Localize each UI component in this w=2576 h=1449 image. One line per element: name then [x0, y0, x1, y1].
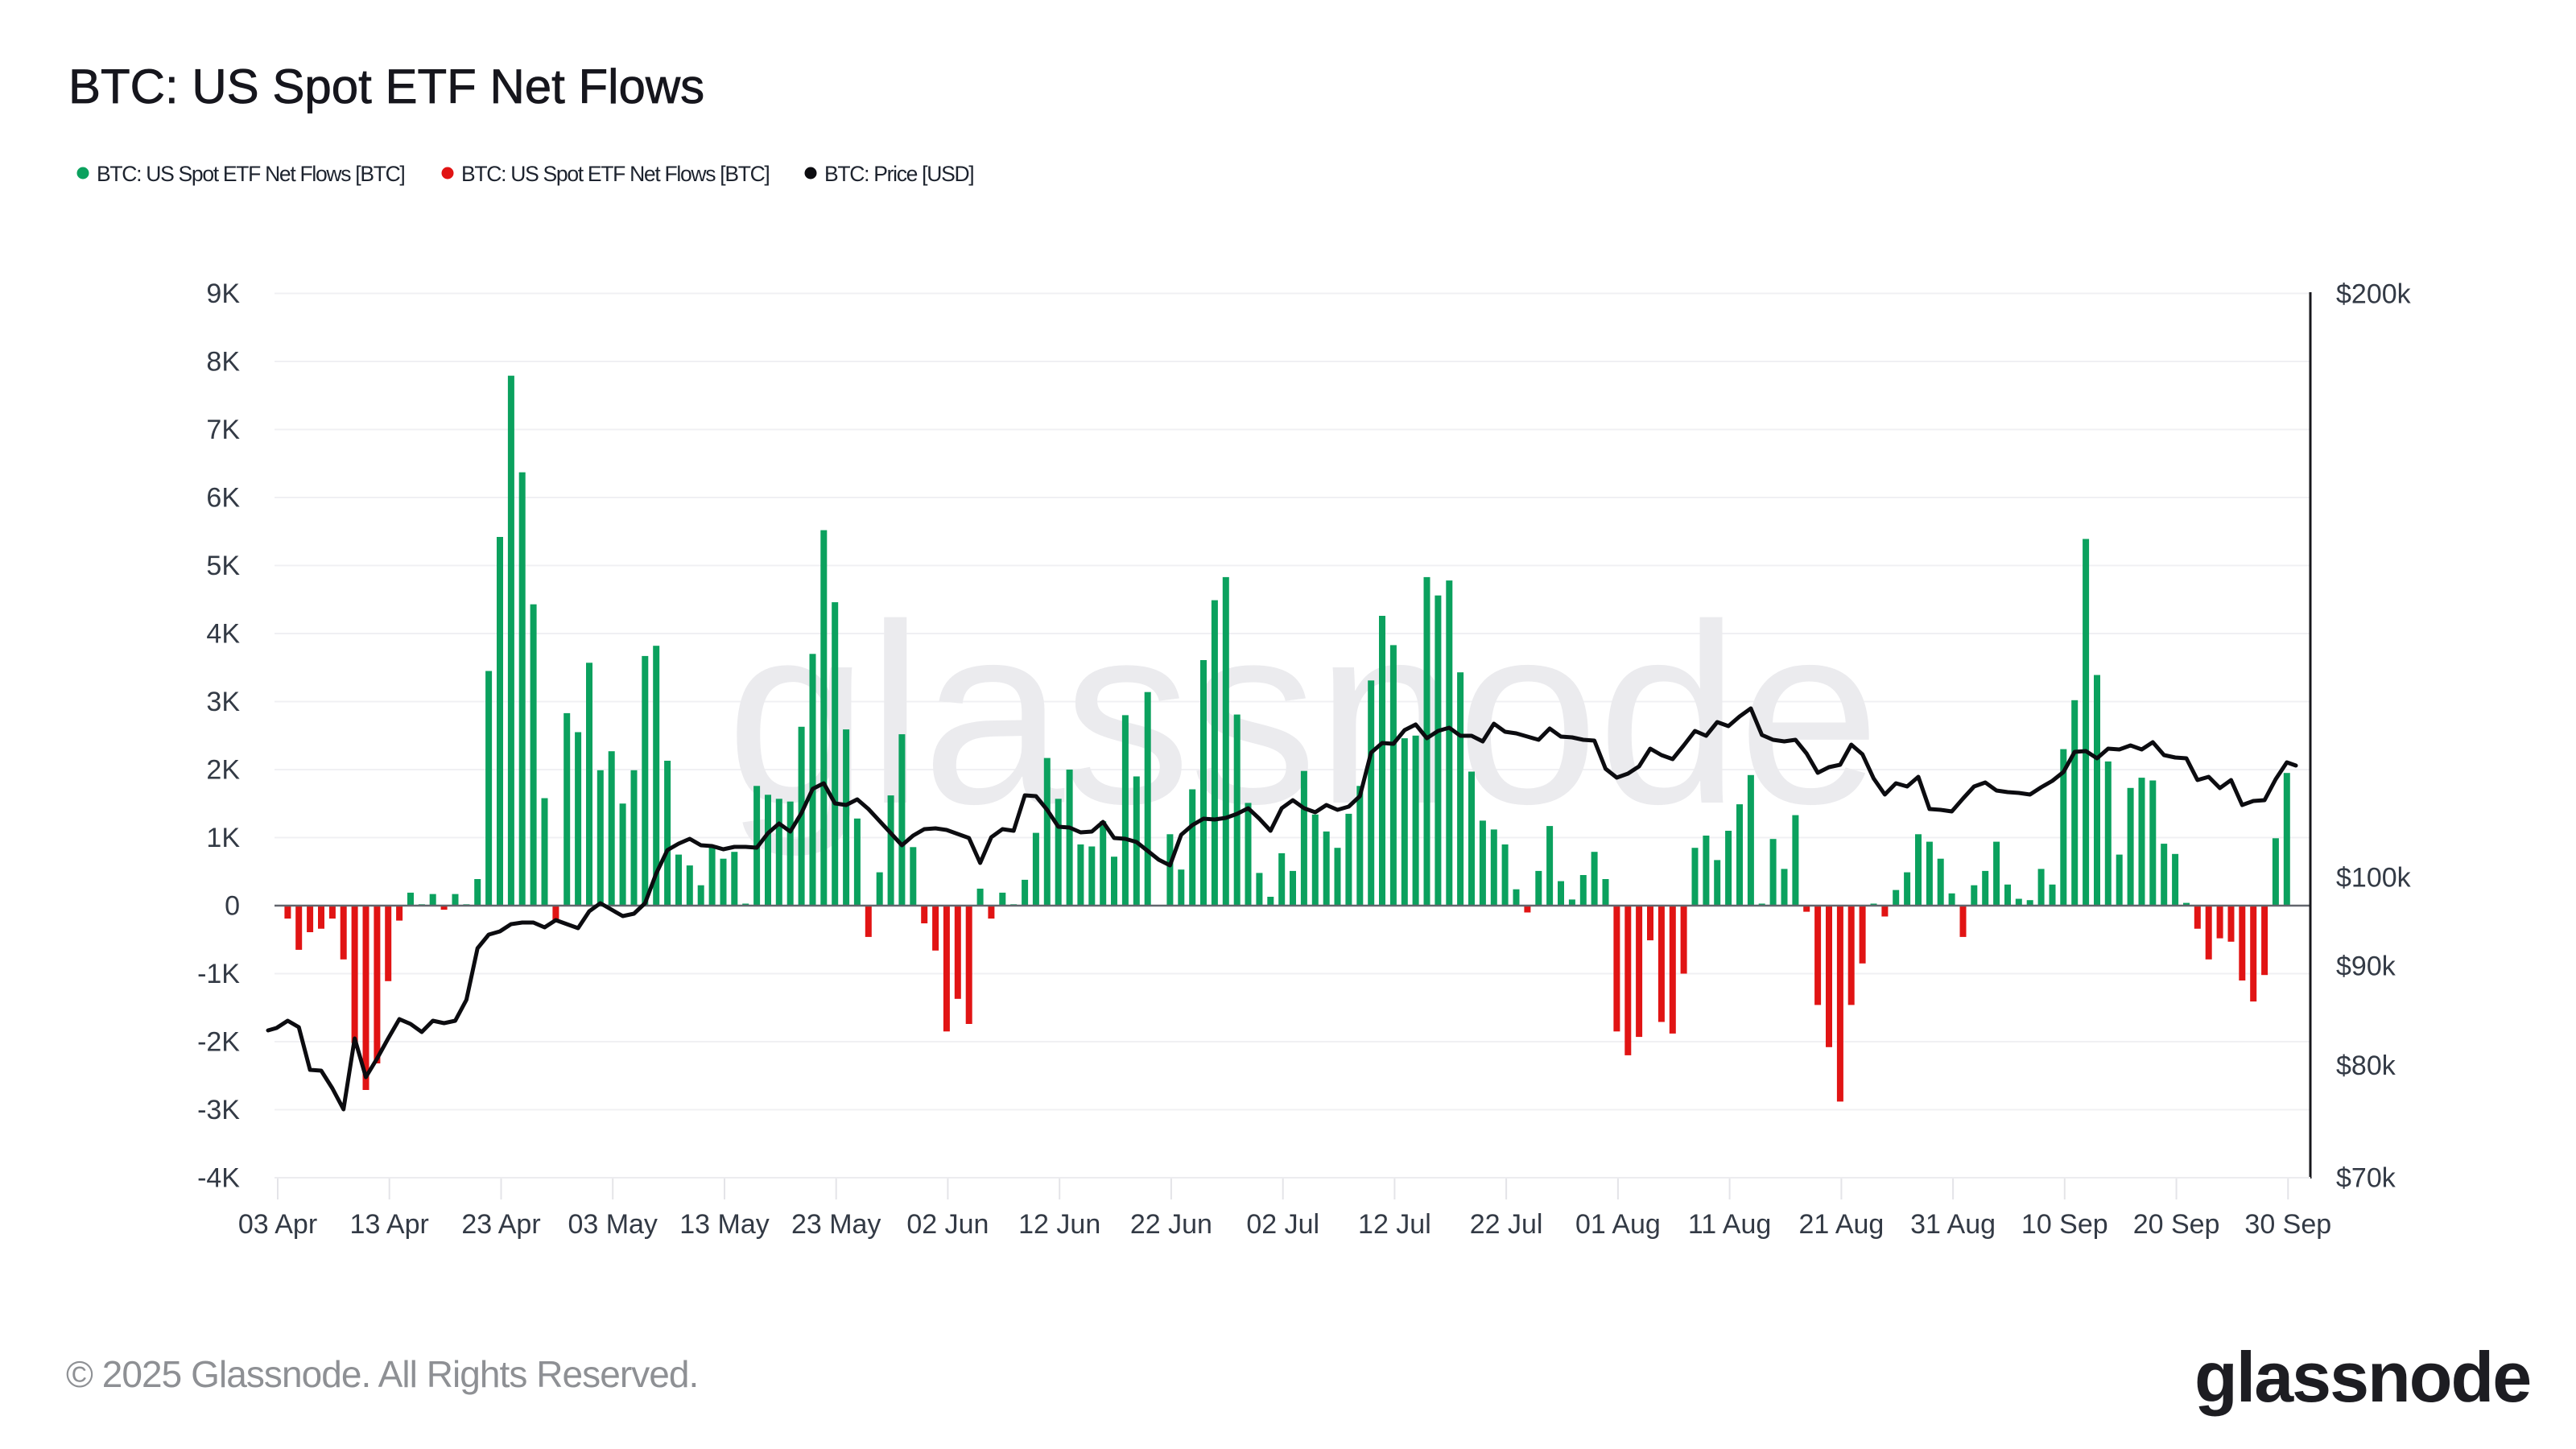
svg-text:BTC: US Spot ETF Net Flows [BT: BTC: US Spot ETF Net Flows [BTC] — [461, 162, 769, 186]
svg-text:BTC: Price [USD]: BTC: Price [USD] — [824, 162, 973, 186]
svg-text:$100k: $100k — [2336, 863, 2412, 894]
svg-text:-4K: -4K — [197, 1163, 240, 1194]
svg-text:glassnode: glassnode — [2194, 1337, 2530, 1417]
svg-text:22 Jun: 22 Jun — [1130, 1209, 1212, 1240]
svg-text:BTC: US Spot ETF Net Flows [BT: BTC: US Spot ETF Net Flows [BTC] — [97, 162, 404, 186]
svg-text:01 Aug: 01 Aug — [1575, 1209, 1661, 1240]
svg-text:$70k: $70k — [2336, 1163, 2396, 1194]
svg-text:6K: 6K — [206, 483, 240, 514]
svg-text:12 Jun: 12 Jun — [1018, 1209, 1100, 1240]
svg-text:31 Aug: 31 Aug — [1910, 1209, 1996, 1240]
svg-text:20 Sep: 20 Sep — [2133, 1209, 2220, 1240]
svg-text:-3K: -3K — [197, 1095, 240, 1125]
svg-text:03 Apr: 03 Apr — [238, 1209, 317, 1240]
svg-text:11 Aug: 11 Aug — [1688, 1209, 1771, 1240]
svg-text:3K: 3K — [206, 687, 240, 717]
svg-text:8K: 8K — [206, 347, 240, 378]
svg-text:7K: 7K — [206, 415, 240, 445]
svg-text:2K: 2K — [206, 755, 240, 786]
svg-text:-2K: -2K — [197, 1027, 240, 1058]
svg-text:03 May: 03 May — [568, 1209, 658, 1240]
svg-text:-1K: -1K — [197, 959, 240, 989]
svg-text:$200k: $200k — [2336, 279, 2412, 310]
svg-text:22 Jul: 22 Jul — [1470, 1209, 1543, 1240]
svg-text:02 Jul: 02 Jul — [1246, 1209, 1319, 1240]
svg-text:1K: 1K — [206, 823, 240, 853]
svg-text:0: 0 — [225, 891, 240, 922]
svg-text:$90k: $90k — [2336, 952, 2396, 982]
svg-text:21 Aug: 21 Aug — [1798, 1209, 1884, 1240]
svg-text:23 May: 23 May — [791, 1209, 881, 1240]
svg-text:12 Jul: 12 Jul — [1358, 1209, 1431, 1240]
svg-text:23 Apr: 23 Apr — [461, 1209, 540, 1240]
svg-text:© 2025 Glassnode. All Rights R: © 2025 Glassnode. All Rights Reserved. — [66, 1353, 698, 1395]
svg-text:BTC: US Spot ETF Net Flows: BTC: US Spot ETF Net Flows — [68, 60, 704, 114]
svg-text:13 Apr: 13 Apr — [350, 1209, 429, 1240]
svg-text:5K: 5K — [206, 551, 240, 581]
svg-text:4K: 4K — [206, 619, 240, 650]
svg-text:$80k: $80k — [2336, 1051, 2396, 1081]
svg-text:13 May: 13 May — [679, 1209, 770, 1240]
svg-text:10 Sep: 10 Sep — [2021, 1209, 2108, 1240]
svg-text:30 Sep: 30 Sep — [2244, 1209, 2331, 1240]
svg-text:9K: 9K — [206, 279, 240, 309]
svg-text:02 Jun: 02 Jun — [906, 1209, 989, 1240]
